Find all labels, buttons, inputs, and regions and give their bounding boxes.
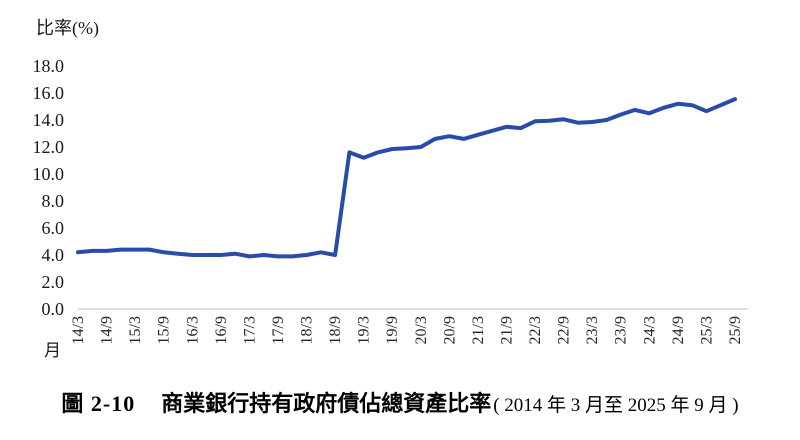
x-axis-title: 月 bbox=[44, 341, 61, 360]
x-tick-label: 19/9 bbox=[384, 316, 401, 344]
x-tick-label: 16/3 bbox=[184, 316, 201, 344]
y-tick-label: 18.0 bbox=[33, 56, 65, 76]
x-tick-label: 23/9 bbox=[613, 316, 630, 344]
x-tick-label: 14/9 bbox=[99, 316, 116, 344]
x-tick-label: 17/3 bbox=[241, 316, 258, 344]
y-tick-label: 12.0 bbox=[33, 137, 65, 157]
y-tick-label: 2.0 bbox=[42, 272, 65, 292]
x-tick-label: 25/3 bbox=[698, 316, 715, 344]
x-tick-label: 22/3 bbox=[527, 316, 544, 344]
figure-title: 商業銀行持有政府債佔總資產比率 bbox=[161, 391, 492, 416]
x-tick-label: 14/3 bbox=[70, 316, 87, 344]
line-chart: 比率(%) 0.0 2.0 4.0 6.0 8.0 10.0 12.0 14.0 16.0 18.… bbox=[33, 18, 748, 360]
x-axis-tick-labels: 14/3 14/9 15/3 15/9 16/3 16/9 17/3 17/9 18/3 18/9… bbox=[70, 316, 744, 344]
y-tick-label: 16.0 bbox=[33, 83, 65, 103]
x-tick-label: 19/3 bbox=[356, 316, 373, 344]
x-tick-label: 20/9 bbox=[441, 316, 458, 344]
x-tick-label: 17/9 bbox=[270, 316, 287, 344]
data-series-line bbox=[76, 97, 737, 259]
y-axis-tick-labels: 0.0 2.0 4.0 6.0 8.0 10.0 12.0 14.0 16.0 18.0 bbox=[33, 56, 65, 319]
figure-period: ( 2014 年 3 月至 2025 年 9 月 ) bbox=[493, 395, 739, 416]
x-tick-label: 20/3 bbox=[413, 316, 430, 344]
x-tick-label: 18/9 bbox=[327, 316, 344, 344]
y-tick-label: 4.0 bbox=[42, 245, 65, 265]
x-tick-label: 23/3 bbox=[584, 316, 601, 344]
chart-area: 比率(%) 0.0 2.0 4.0 6.0 8.0 10.0 12.0 14.0 16.0 18.… bbox=[33, 18, 748, 360]
figure-number: 圖 2-10 bbox=[61, 391, 136, 416]
y-tick-label: 6.0 bbox=[42, 218, 65, 238]
y-tick-label: 14.0 bbox=[33, 110, 65, 130]
x-tick-label: 25/9 bbox=[727, 316, 744, 344]
y-tick-label: 8.0 bbox=[42, 191, 65, 211]
x-tick-label: 15/9 bbox=[156, 316, 173, 344]
y-tick-label: 0.0 bbox=[42, 299, 65, 319]
x-tick-label: 21/3 bbox=[470, 316, 487, 344]
x-tick-label: 16/9 bbox=[213, 316, 230, 344]
figure-caption: 圖 2-10 商業銀行持有政府債佔總資產比率( 2014 年 3 月至 2025 … bbox=[0, 386, 800, 418]
x-tick-label: 24/9 bbox=[670, 316, 687, 344]
x-tick-label: 15/3 bbox=[127, 316, 144, 344]
x-tick-label: 18/3 bbox=[299, 316, 316, 344]
x-tick-label: 21/9 bbox=[498, 316, 515, 344]
x-tick-label: 24/3 bbox=[641, 316, 658, 344]
y-axis-title: 比率(%) bbox=[36, 18, 99, 39]
y-tick-label: 10.0 bbox=[33, 164, 65, 184]
x-tick-label: 22/9 bbox=[556, 316, 573, 344]
